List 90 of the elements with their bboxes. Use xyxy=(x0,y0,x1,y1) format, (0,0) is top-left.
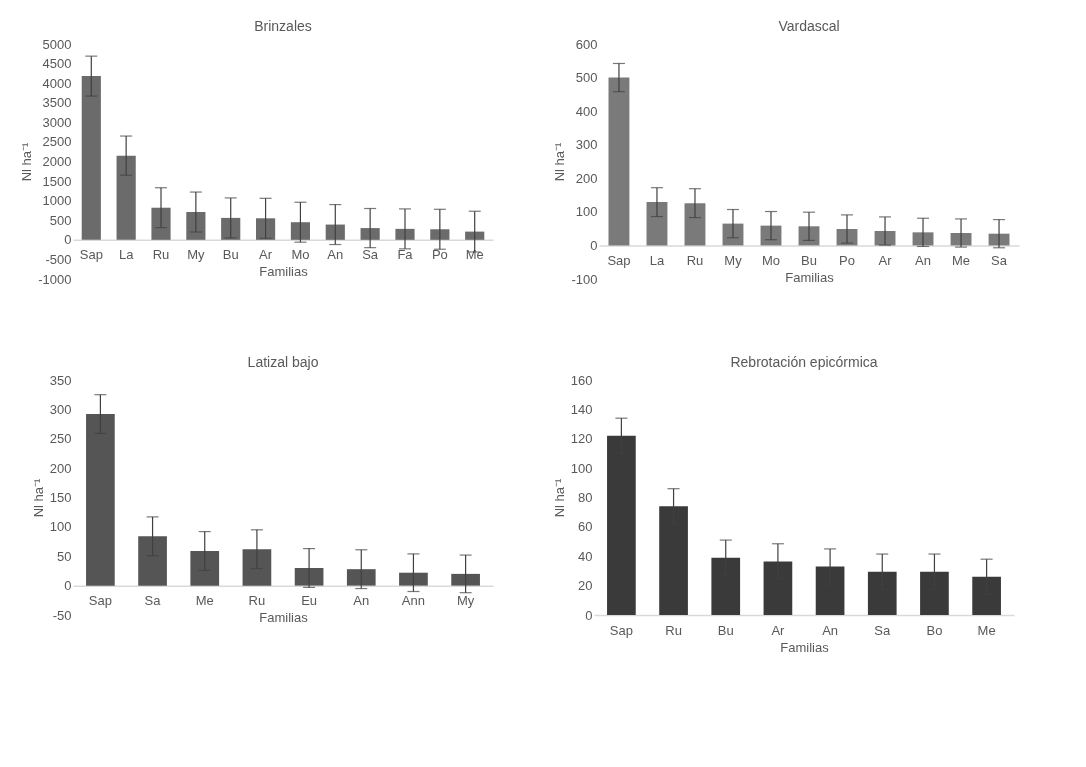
x-tick-label: Bu xyxy=(801,252,817,268)
y-axis-title: Nl ha⁻¹ xyxy=(19,142,35,182)
chart-title: Vardascal xyxy=(778,18,840,34)
x-tick-label: Ar xyxy=(878,252,893,268)
x-tick-label: An xyxy=(353,593,370,609)
y-tick-label: 100 xyxy=(49,519,72,535)
x-tick-label: La xyxy=(649,252,665,268)
y-tick-label: 4500 xyxy=(42,56,72,72)
y-tick-label: -50 xyxy=(52,607,72,623)
x-tick-label: Sa xyxy=(144,593,162,609)
y-tick-label: 4000 xyxy=(42,75,72,91)
x-tick-label: Sa xyxy=(874,622,891,638)
y-tick-label: 1500 xyxy=(42,173,72,189)
x-tick-label: My xyxy=(724,252,743,268)
x-tick-label: Me xyxy=(977,622,996,638)
y-tick-label: -100 xyxy=(571,271,598,287)
x-tick-label: Bu xyxy=(717,622,734,638)
y-tick-label: 20 xyxy=(578,578,593,594)
y-tick-label: 250 xyxy=(49,431,72,447)
x-tick-label: My xyxy=(456,593,475,609)
x-tick-label: Mo xyxy=(761,252,781,268)
chart-title: Rebrotación epicórmica xyxy=(730,354,878,370)
x-tick-label: La xyxy=(118,247,135,263)
y-tick-label: 300 xyxy=(575,137,598,153)
x-axis-title: Familias xyxy=(785,269,835,285)
chart-title: Brinzales xyxy=(254,18,312,34)
x-tick-label: Sap xyxy=(609,622,633,638)
x-tick-label: Bo xyxy=(926,622,943,638)
y-tick-label: 0 xyxy=(64,578,72,594)
y-tick-label: 140 xyxy=(570,401,593,417)
x-tick-label: An xyxy=(327,247,344,263)
y-tick-label: 100 xyxy=(575,204,598,220)
y-tick-label: -500 xyxy=(45,251,72,267)
x-tick-label: Ru xyxy=(686,252,704,268)
x-tick-label: Bu xyxy=(222,247,239,263)
y-tick-label: 200 xyxy=(575,170,598,186)
y-tick-label: 80 xyxy=(578,490,593,505)
y-tick-label: 0 xyxy=(585,607,593,623)
x-tick-label: Eu xyxy=(301,593,318,609)
x-tick-label: Me xyxy=(952,252,971,268)
y-tick-label: 0 xyxy=(590,237,598,253)
y-tick-label: 500 xyxy=(49,212,72,228)
x-tick-label: Ru xyxy=(248,593,266,609)
x-axis-title: Familias xyxy=(780,639,830,655)
y-tick-label: 150 xyxy=(49,490,72,505)
x-tick-label: Me xyxy=(465,247,484,263)
y-tick-label: 50 xyxy=(57,548,72,564)
y-tick-label: 1000 xyxy=(42,193,72,209)
y-tick-label: 2000 xyxy=(42,154,72,169)
y-tick-label: 40 xyxy=(578,548,593,564)
x-tick-label: Sa xyxy=(991,252,1008,268)
x-tick-label: Sa xyxy=(362,247,379,263)
x-tick-label: Fa xyxy=(397,247,414,263)
x-tick-label: Ar xyxy=(259,247,273,263)
x-tick-label: Ann xyxy=(401,593,426,609)
x-tick-label: My xyxy=(187,247,206,263)
y-tick-label: 160 xyxy=(570,372,593,388)
y-tick-label: 0 xyxy=(64,232,72,248)
y-tick-label: 5000 xyxy=(42,36,72,52)
y-tick-label: 350 xyxy=(49,372,72,388)
x-tick-label: Ru xyxy=(665,622,682,638)
y-tick-label: 100 xyxy=(570,460,593,476)
y-axis-title: Nl ha⁻¹ xyxy=(30,478,46,518)
y-tick-label: 60 xyxy=(578,519,593,535)
x-tick-label: Sap xyxy=(79,247,103,263)
x-tick-label: Sap xyxy=(88,593,112,609)
y-axis-title: Nl ha⁻¹ xyxy=(552,142,568,182)
y-tick-label: -1000 xyxy=(38,271,72,287)
x-axis-title: Familias xyxy=(259,264,309,280)
x-tick-label: Po xyxy=(839,252,855,268)
x-tick-label: Ru xyxy=(152,247,170,263)
x-tick-label: Po xyxy=(431,247,448,263)
x-tick-label: An xyxy=(915,252,931,268)
x-tick-label: Me xyxy=(195,593,214,609)
y-tick-label: 300 xyxy=(49,401,72,417)
y-axis-title: Nl ha⁻¹ xyxy=(551,478,567,518)
y-tick-label: 2500 xyxy=(42,134,72,150)
x-tick-label: Sap xyxy=(607,252,631,268)
x-tick-label: Ar xyxy=(771,622,786,638)
y-tick-label: 120 xyxy=(570,431,593,447)
x-axis-title: Familias xyxy=(259,610,309,626)
y-tick-label: 3000 xyxy=(42,114,72,130)
x-tick-label: Mo xyxy=(291,247,310,263)
y-tick-label: 200 xyxy=(49,460,72,476)
y-tick-label: 500 xyxy=(575,70,598,86)
chart-title: Latizal bajo xyxy=(247,354,319,370)
y-tick-label: 3500 xyxy=(42,95,72,111)
x-tick-label: An xyxy=(822,622,839,638)
y-tick-label: 600 xyxy=(575,36,598,52)
y-tick-label: 400 xyxy=(575,103,598,119)
